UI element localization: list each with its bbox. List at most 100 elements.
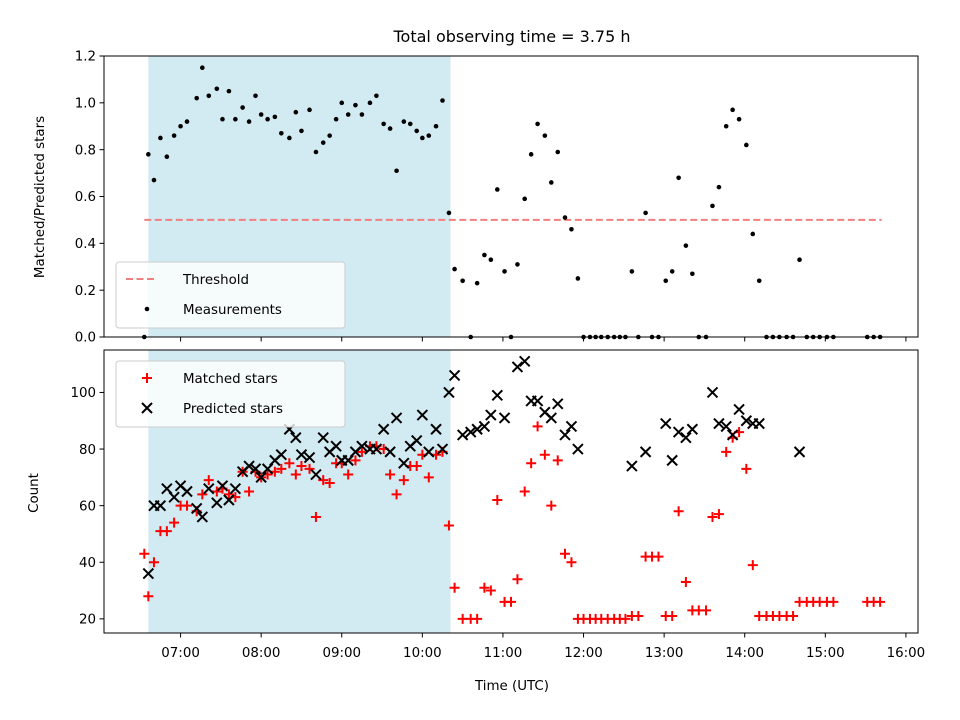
data-point-measurements	[394, 168, 399, 174]
data-point-predicted-stars	[303, 451, 316, 464]
data-point-matched-stars	[747, 560, 758, 571]
data-point-matched-stars	[169, 517, 180, 528]
data-point-matched-stars	[680, 577, 691, 588]
data-point-predicted-stars	[142, 567, 155, 580]
x-tick-label: 13:00	[645, 646, 684, 661]
data-point-predicted-stars	[491, 389, 504, 401]
data-point-measurements	[736, 116, 742, 122]
y-tick-label-ratio: 1.2	[75, 50, 96, 65]
data-point-matched-stars	[139, 548, 150, 559]
data-point-measurements	[401, 119, 407, 124]
data-point-measurements	[575, 276, 581, 281]
data-point-matched-stars	[391, 489, 402, 500]
data-point-predicted-stars	[216, 480, 229, 492]
data-point-matched-stars	[552, 455, 563, 466]
data-point-predicted-stars	[416, 409, 429, 421]
data-point-predicted-stars	[398, 457, 410, 469]
data-point-matched-stars	[411, 461, 422, 472]
data-point-measurements	[307, 107, 312, 113]
data-point-predicted-stars	[498, 412, 511, 424]
data-point-measurements	[710, 203, 715, 209]
data-point-matched-stars	[398, 475, 409, 486]
data-point-matched-stars	[449, 582, 460, 593]
data-point-predicted-stars	[181, 485, 193, 498]
data-point-predicted-stars	[295, 449, 308, 461]
y-tick-label-counts: 80	[79, 443, 96, 458]
data-point-measurements	[258, 112, 264, 117]
data-point-measurements	[327, 133, 332, 138]
y-axis-label-ratio: Matched/Predicted stars	[33, 116, 48, 278]
data-point-predicted-stars	[639, 446, 652, 458]
data-point-predicted-stars	[531, 395, 544, 407]
data-point-measurements	[488, 257, 494, 263]
data-point-predicted-stars	[229, 482, 242, 495]
data-point-predicted-stars	[384, 446, 396, 458]
data-point-predicted-stars	[223, 494, 235, 506]
data-point-measurements	[629, 269, 635, 274]
data-point-measurements	[690, 271, 695, 277]
data-point-measurements	[287, 135, 292, 141]
data-point-measurements	[272, 114, 278, 120]
chart-title: Total observing time = 3.75 h	[392, 27, 630, 46]
data-point-measurements	[535, 121, 540, 127]
data-point-measurements	[226, 88, 232, 94]
data-point-measurements	[643, 210, 648, 216]
data-point-measurements	[474, 280, 480, 286]
data-point-predicted-stars	[518, 355, 531, 368]
data-point-measurements	[345, 112, 351, 117]
data-point-measurements	[206, 93, 212, 99]
data-point-predicted-stars	[330, 440, 342, 452]
data-point-predicted-stars	[255, 471, 267, 484]
data-point-predicted-stars	[720, 420, 732, 433]
data-point-matched-stars	[506, 596, 516, 607]
y-axis-label-count: Count	[27, 473, 42, 513]
data-point-matched-stars	[472, 613, 483, 624]
data-point-predicted-stars	[436, 443, 449, 455]
data-point-matched-stars	[182, 500, 193, 511]
panel-counts: 07:00 08:00 09:00 10:00 11:00 12:00 13:00 14:00…	[70, 349, 926, 661]
data-point-matched-stars	[788, 611, 799, 622]
data-point-measurements	[756, 278, 762, 284]
data-point-measurements	[730, 107, 735, 113]
data-point-predicted-stars	[753, 417, 765, 430]
series-group-counts	[139, 355, 886, 624]
data-point-measurements	[663, 278, 669, 284]
data-point-predicted-stars	[686, 423, 699, 435]
panel-ratio: 0.0 0.2 0.4 0.6 0.8 1.0 1.2 Threshold Measuremen…	[75, 50, 919, 346]
legend-label-matched-stars: Matched stars	[183, 372, 278, 387]
data-point-predicted-stars	[430, 423, 442, 435]
data-point-measurements	[339, 100, 345, 106]
x-tick-label: 10:00	[403, 646, 442, 661]
data-point-matched-stars	[310, 511, 321, 522]
data-point-predicted-stars	[706, 386, 719, 399]
x-tick-label: 16:00	[887, 646, 926, 661]
x-axis-label: Time (UTC)	[474, 679, 549, 694]
data-point-matched-stars	[423, 472, 434, 483]
data-point-matched-stars	[526, 458, 537, 469]
data-point-measurements	[253, 93, 258, 99]
data-point-predicted-stars	[377, 423, 390, 435]
data-point-predicted-stars	[660, 417, 672, 430]
data-point-measurements	[750, 231, 756, 237]
legend-ratio: Threshold Measurements	[115, 261, 346, 329]
data-point-predicted-stars	[626, 460, 638, 472]
data-point-measurements	[240, 105, 245, 110]
data-point-matched-stars	[324, 478, 335, 489]
data-point-measurements	[359, 112, 365, 117]
y-tick-label-ratio: 0.2	[75, 284, 96, 299]
data-point-predicted-stars	[168, 491, 180, 503]
data-point-predicted-stars	[559, 429, 571, 441]
data-point-matched-stars	[707, 511, 718, 522]
data-point-matched-stars	[485, 585, 496, 596]
data-point-measurements	[246, 119, 252, 124]
data-point-matched-stars	[223, 489, 234, 500]
data-point-predicted-stars	[545, 412, 558, 424]
data-point-measurements	[452, 266, 457, 272]
data-point-predicted-stars	[196, 511, 209, 523]
data-point-matched-stars	[290, 469, 301, 480]
data-point-matched-stars	[203, 475, 214, 486]
data-point-predicted-stars	[203, 482, 215, 495]
data-point-measurements	[171, 133, 177, 138]
data-point-measurements	[184, 119, 190, 124]
data-point-measurements	[164, 154, 170, 159]
